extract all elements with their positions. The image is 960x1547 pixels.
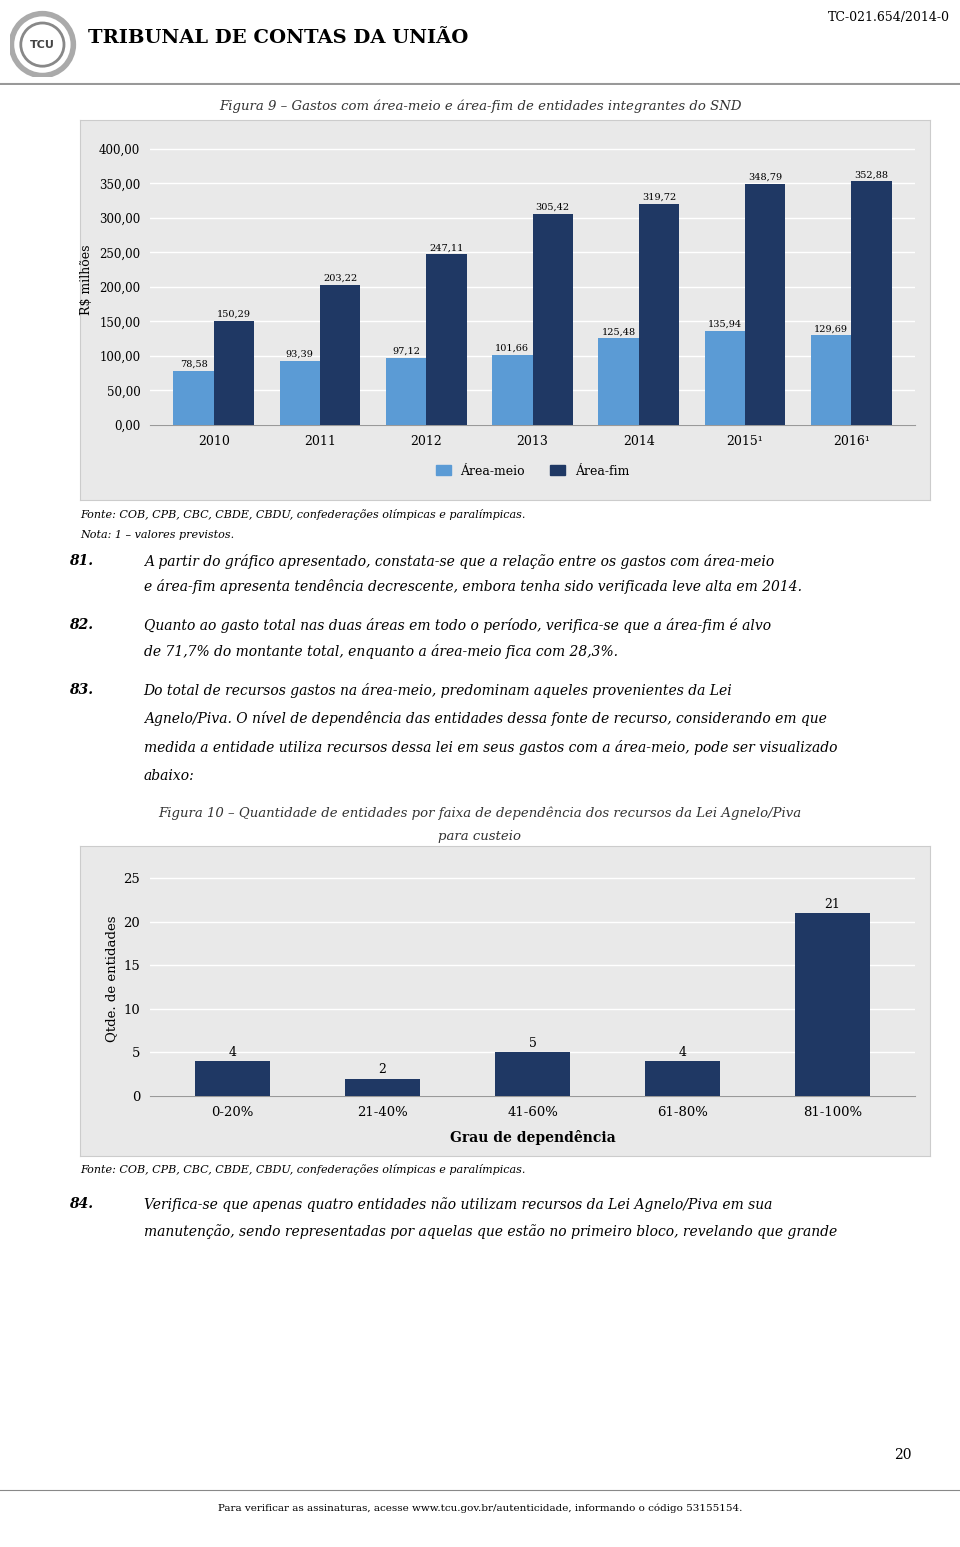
Bar — [345, 1078, 420, 1095]
Text: abaixo:: abaixo: — [144, 769, 194, 783]
Text: de 71,7% do montante total, enquanto a área-meio fica com 28,3%.: de 71,7% do montante total, enquanto a á… — [144, 645, 617, 659]
Text: 82.: 82. — [69, 617, 93, 631]
Text: A partir do gráfico apresentado, constata-se que a relação entre os gastos com á: A partir do gráfico apresentado, constat… — [144, 554, 774, 569]
Text: 135,94: 135,94 — [708, 320, 742, 330]
Bar — [279, 360, 320, 425]
Text: 21: 21 — [825, 897, 840, 911]
Bar — [811, 336, 852, 425]
Text: 129,69: 129,69 — [814, 325, 848, 334]
Bar — [638, 204, 679, 425]
Bar — [195, 1061, 270, 1095]
Text: 4: 4 — [679, 1046, 686, 1058]
Text: 247,11: 247,11 — [429, 243, 464, 252]
Y-axis label: R$ milhões: R$ milhões — [81, 244, 93, 316]
Text: 305,42: 305,42 — [536, 203, 569, 212]
Bar — [852, 181, 892, 425]
Bar — [492, 354, 533, 425]
Y-axis label: Qtde. de entidades: Qtde. de entidades — [105, 916, 118, 1041]
Text: Nota: 1 – valores previstos.: Nota: 1 – valores previstos. — [80, 531, 234, 540]
Text: TRIBUNAL DE CONTAS DA UNIÃO: TRIBUNAL DE CONTAS DA UNIÃO — [88, 29, 468, 46]
Bar — [795, 913, 870, 1095]
Bar — [214, 322, 254, 425]
Text: Verifica-se que apenas quatro entidades não utilizam recursos da Lei Agnelo/Piva: Verifica-se que apenas quatro entidades … — [144, 1197, 772, 1211]
Text: Fonte: COB, CPB, CBC, CBDE, CBDU, confederações olímpicas e paralímpicas.: Fonte: COB, CPB, CBC, CBDE, CBDU, confed… — [80, 509, 525, 520]
Text: para custeio: para custeio — [439, 829, 521, 843]
Bar — [598, 339, 638, 425]
Text: Do total de recursos gastos na área-meio, predominam aqueles provenientes da Lei: Do total de recursos gastos na área-meio… — [144, 682, 732, 698]
Text: manutenção, sendo representadas por aquelas que estão no primeiro bloco, revelan: manutenção, sendo representadas por aque… — [144, 1225, 837, 1239]
Bar — [705, 331, 745, 425]
Text: Figura 9 – Gastos com área-meio e área-fim de entidades integrantes do SND: Figura 9 – Gastos com área-meio e área-f… — [219, 99, 741, 113]
Text: medida a entidade utiliza recursos dessa lei em seus gastos com a área-meio, pod: medida a entidade utiliza recursos dessa… — [144, 739, 837, 755]
Text: 93,39: 93,39 — [286, 350, 314, 359]
Text: 84.: 84. — [69, 1197, 93, 1211]
X-axis label: Grau de dependência: Grau de dependência — [449, 1129, 615, 1145]
Text: Figura 10 – Quantidade de entidades por faixa de dependência dos recursos da Lei: Figura 10 – Quantidade de entidades por … — [158, 806, 802, 820]
Text: 125,48: 125,48 — [602, 328, 636, 336]
Bar — [645, 1061, 720, 1095]
Bar — [533, 213, 573, 425]
Text: 150,29: 150,29 — [217, 309, 251, 319]
Text: Agnelo/Piva. O nível de dependência das entidades dessa fonte de recurso, consid: Agnelo/Piva. O nível de dependência das … — [144, 712, 827, 727]
Text: 20: 20 — [895, 1448, 912, 1462]
Bar — [386, 357, 426, 425]
Bar — [495, 1052, 570, 1095]
Text: 2: 2 — [378, 1063, 387, 1077]
Bar — [745, 184, 785, 425]
Text: 97,12: 97,12 — [392, 347, 420, 356]
Text: 348,79: 348,79 — [748, 173, 782, 183]
Text: Quanto ao gasto total nas duas áreas em todo o período, verifica-se que a área-f: Quanto ao gasto total nas duas áreas em … — [144, 617, 771, 633]
Legend: Área-meio, Área-fim: Área-meio, Área-fim — [430, 459, 635, 483]
Text: 319,72: 319,72 — [642, 193, 676, 203]
Bar — [174, 371, 214, 425]
Text: 203,22: 203,22 — [324, 274, 357, 283]
Text: 352,88: 352,88 — [854, 170, 888, 179]
Bar — [320, 285, 360, 425]
Text: TCU: TCU — [30, 40, 55, 50]
Text: 78,58: 78,58 — [180, 359, 207, 368]
Text: e área-fim apresenta tendência decrescente, embora tenha sido verificada leve al: e área-fim apresenta tendência decrescen… — [144, 579, 802, 594]
Text: 81.: 81. — [69, 554, 93, 568]
Bar — [426, 254, 467, 425]
Text: TC-021.654/2014-0: TC-021.654/2014-0 — [828, 11, 950, 25]
Text: 101,66: 101,66 — [495, 343, 529, 353]
Text: Para verificar as assinaturas, acesse www.tcu.gov.br/autenticidade, informando o: Para verificar as assinaturas, acesse ww… — [218, 1504, 742, 1513]
Text: Fonte: COB, CPB, CBC, CBDE, CBDU, confederações olímpicas e paralímpicas.: Fonte: COB, CPB, CBC, CBDE, CBDU, confed… — [80, 1163, 525, 1174]
Text: 4: 4 — [228, 1046, 236, 1058]
Text: 83.: 83. — [69, 682, 93, 696]
Text: 5: 5 — [529, 1036, 537, 1050]
